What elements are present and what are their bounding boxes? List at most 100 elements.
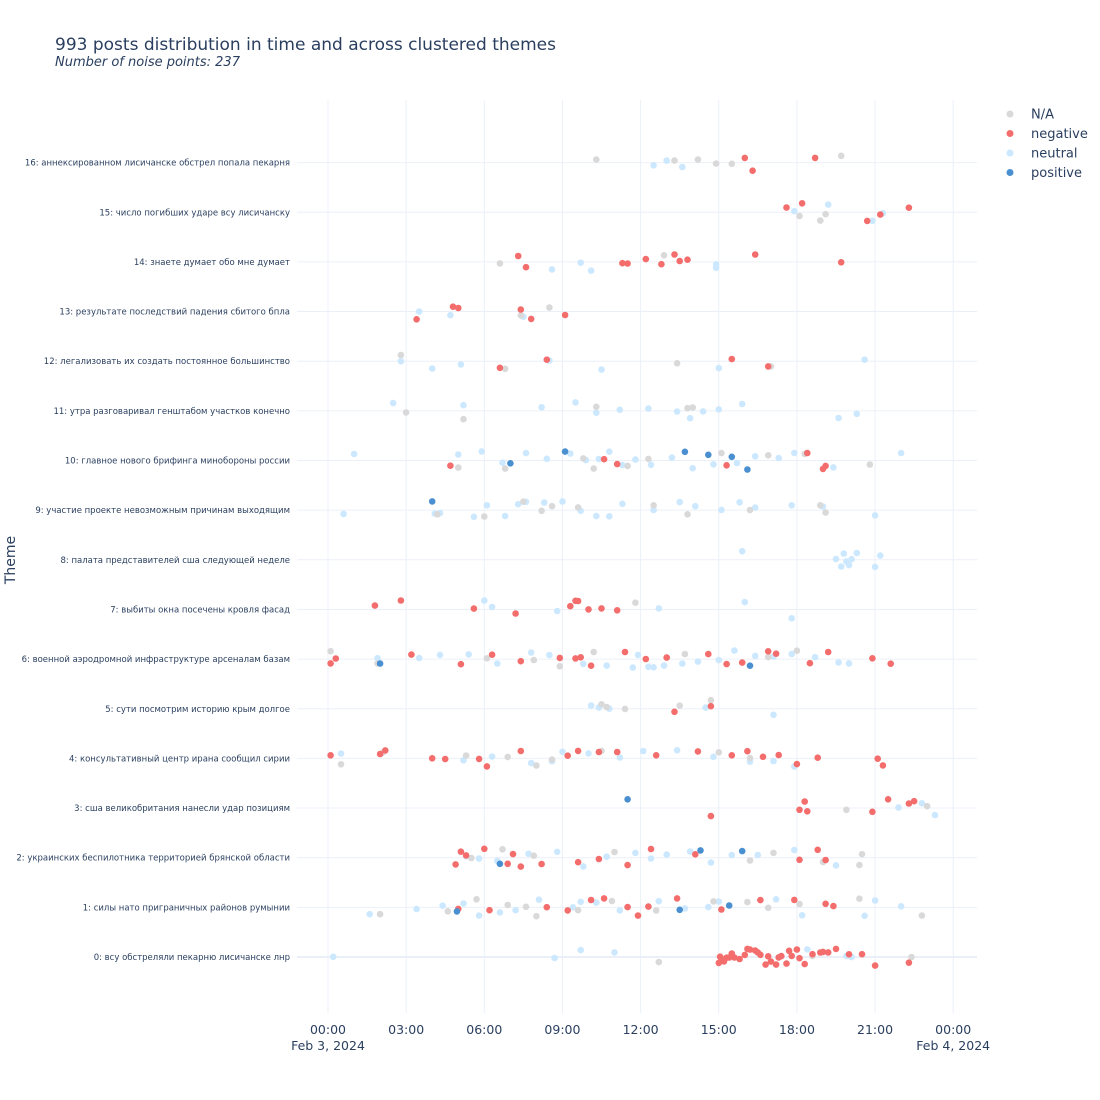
data-point-neutral [512, 906, 519, 914]
data-point-neutral [650, 506, 657, 514]
data-point-negative [587, 662, 595, 669]
data-point-neutral [619, 461, 626, 469]
y-tick-label: 10: главное нового брифинга минобороны р… [65, 457, 290, 467]
data-point-negative [723, 462, 730, 469]
data-point-neutral [647, 461, 655, 469]
data-point-neutral [751, 504, 759, 511]
data-point-neutral [702, 704, 709, 711]
data-point-neutral [522, 449, 530, 457]
data-point-negative [775, 954, 782, 961]
data-point-na [434, 511, 441, 518]
data-point-neutral [645, 405, 652, 412]
data-point-neutral [679, 660, 686, 667]
data-point-neutral [676, 498, 683, 506]
data-point-negative [634, 912, 642, 919]
data-point-neutral [660, 662, 668, 669]
legend-item-negative[interactable]: negative [1006, 127, 1088, 142]
data-point-neutral [715, 898, 723, 905]
x-tick-label: 12:00 [623, 1022, 659, 1037]
data-point-positive [507, 460, 514, 467]
legend-item-positive[interactable]: positive [1006, 166, 1083, 181]
data-point-negative [772, 650, 780, 657]
data-point-neutral [733, 459, 741, 467]
data-point-negative [728, 752, 736, 759]
legend-marker [1006, 169, 1014, 176]
data-point-negative [574, 858, 582, 866]
data-point-neutral [559, 748, 566, 756]
data-point-negative [642, 255, 650, 263]
x-tick-label: 06:00 [466, 1022, 502, 1037]
data-point-neutral [845, 660, 853, 667]
data-point-na [574, 906, 582, 914]
data-point-negative [441, 755, 449, 763]
data-point-na [712, 160, 720, 167]
data-point-neutral [488, 603, 496, 611]
data-point-neutral [736, 499, 743, 506]
data-point-na [822, 210, 829, 218]
data-point-neutral [553, 607, 561, 615]
legend[interactable]: N/A negative neutral positive [1006, 108, 1088, 182]
data-point-negative [824, 648, 832, 656]
data-point-na [923, 802, 931, 810]
data-point-negative [692, 851, 699, 858]
legend-label: N/A [1031, 108, 1054, 123]
chart-subtitle: Number of noise points: 237 [55, 55, 241, 70]
data-point-na [673, 360, 681, 367]
data-point-negative [877, 211, 884, 218]
data-point-neutral [616, 907, 624, 914]
data-point-na [462, 752, 470, 759]
data-point-negative [327, 752, 334, 759]
data-point-negative [517, 657, 525, 665]
data-point-negative [764, 648, 772, 655]
data-point-neutral [715, 364, 723, 372]
legend-item-neutral[interactable]: neutral [1006, 147, 1078, 162]
data-point-neutral [603, 662, 610, 669]
gridlines [297, 100, 977, 1013]
data-point-neutral [650, 664, 657, 671]
data-point-neutral [845, 561, 853, 569]
data-point-neutral [871, 512, 879, 519]
data-point-neutral [663, 157, 670, 164]
data-point-negative [517, 306, 525, 313]
data-point-negative [824, 949, 832, 956]
data-point-negative [830, 902, 837, 910]
data-point-neutral [715, 406, 723, 413]
data-point-positive [725, 902, 733, 909]
data-point-na [728, 160, 736, 168]
legend-item-na[interactable]: N/A [1006, 108, 1055, 123]
data-point-na [481, 513, 488, 520]
data-point-negative [642, 655, 650, 663]
data-point-negative [428, 755, 436, 762]
data-point-negative [538, 860, 545, 868]
data-point-negative [462, 852, 470, 859]
data-point-neutral [629, 664, 637, 671]
data-point-negative [723, 660, 730, 668]
data-point-neutral [585, 750, 592, 757]
data-point-negative [397, 597, 405, 604]
data-point-na [908, 953, 915, 961]
legend-label: positive [1031, 166, 1082, 181]
data-point-negative [869, 808, 876, 816]
data-point-neutral [340, 510, 347, 518]
data-point-negative [764, 363, 772, 370]
data-point-negative [879, 762, 887, 769]
data-point-negative [624, 861, 631, 869]
data-point-negative [793, 760, 801, 768]
data-point-negative [671, 251, 678, 258]
data-point-neutral [548, 266, 556, 273]
data-point-na [707, 696, 715, 704]
y-tick-label: 12: легализовать их создать постоянное б… [44, 357, 290, 367]
legend-marker [1006, 110, 1014, 118]
data-point-negative [684, 256, 691, 264]
data-point-negative [694, 748, 702, 755]
data-point-negative [871, 962, 879, 969]
data-point-positive [428, 498, 436, 505]
data-point-negative [754, 949, 762, 956]
x-tick-label: 18:00 [779, 1022, 815, 1037]
data-point-na [694, 156, 702, 163]
data-point-negative [658, 260, 665, 268]
data-point-neutral [535, 896, 543, 903]
data-point-neutral [679, 163, 686, 171]
data-point-neutral [415, 654, 423, 662]
